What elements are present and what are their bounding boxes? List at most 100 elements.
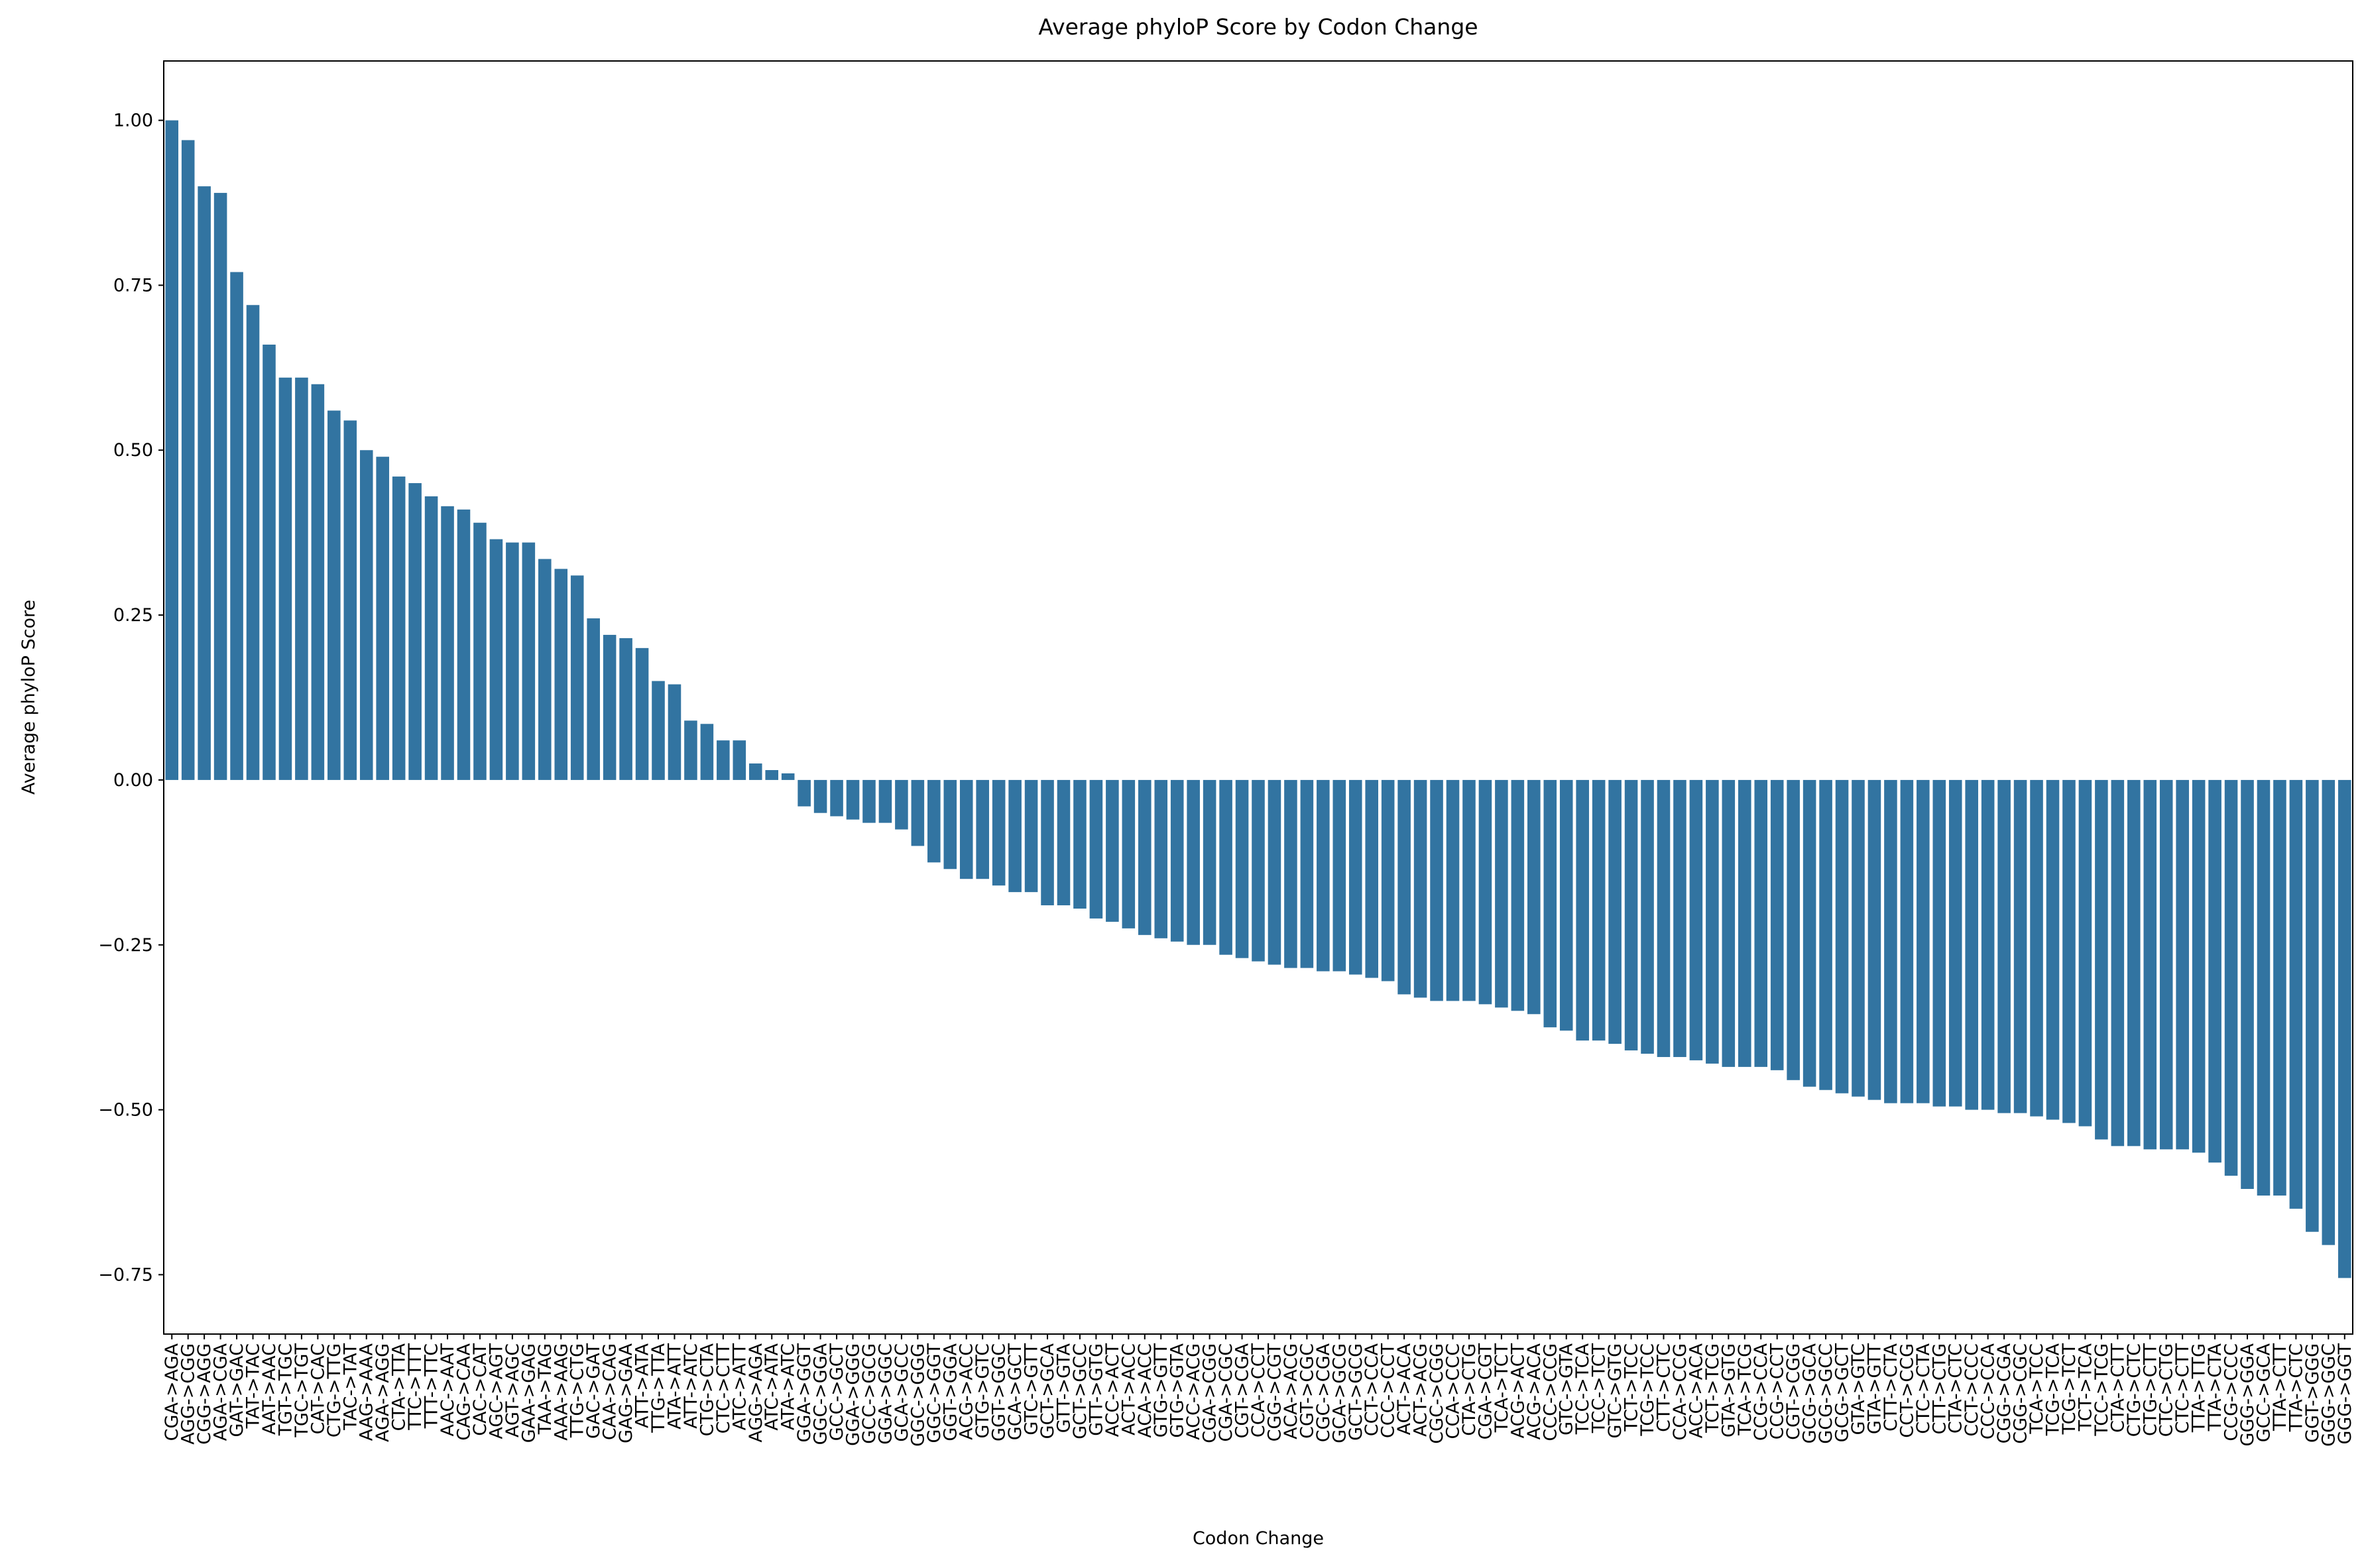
x-tick-label: ACG->ACC bbox=[957, 1343, 977, 1440]
bar bbox=[424, 496, 438, 780]
bar bbox=[165, 120, 179, 780]
bar bbox=[1965, 779, 1978, 1110]
bar bbox=[181, 140, 195, 780]
x-tick-label: CTG->CTA bbox=[697, 1343, 717, 1436]
x-tick-label: CGT->CGA bbox=[1232, 1343, 1253, 1438]
bar bbox=[1252, 779, 1265, 962]
x-tick-label: TCG->TCT bbox=[2059, 1343, 2080, 1435]
x-tick-label: TAC->TAT bbox=[340, 1343, 361, 1430]
x-tick-label: GTT->GTA bbox=[1053, 1343, 1074, 1433]
bar bbox=[1397, 779, 1411, 995]
bar bbox=[1219, 779, 1232, 955]
x-tick-label: TTA->CTA bbox=[2205, 1343, 2225, 1431]
x-tick-label: CCT->CCC bbox=[1962, 1343, 1982, 1437]
x-tick-label: TTA->TTG bbox=[2189, 1343, 2210, 1433]
x-tick-label: CCG->CCA bbox=[1751, 1343, 1771, 1441]
bar bbox=[765, 769, 779, 780]
x-tick-label: GCA->GCT bbox=[1005, 1343, 1026, 1441]
x-tick-label: AGG->CGG bbox=[178, 1343, 199, 1445]
bar bbox=[327, 410, 341, 780]
bar bbox=[1073, 779, 1087, 909]
bar bbox=[1608, 779, 1622, 1044]
x-tick-label: CCC->CCG bbox=[1540, 1343, 1561, 1441]
x-tick-label: GAA->GAG bbox=[518, 1343, 539, 1443]
x-tick-label: GCG->GCA bbox=[1800, 1343, 1820, 1443]
y-tick-label: 0.25 bbox=[113, 605, 153, 626]
x-tick-label: CCC->CCA bbox=[1978, 1343, 1999, 1439]
bar bbox=[2030, 779, 2043, 1117]
x-tick-label: CTA->CTT bbox=[2107, 1343, 2128, 1432]
x-tick-label: GCA->GCG bbox=[1329, 1343, 1350, 1443]
bar bbox=[992, 779, 1006, 886]
x-tick-label: CCA->CCG bbox=[1670, 1343, 1690, 1441]
x-tick-label: CCT->CCA bbox=[1362, 1343, 1382, 1436]
bar bbox=[408, 483, 422, 780]
x-tick-label: CTC->CTT bbox=[2172, 1343, 2193, 1434]
bar bbox=[1268, 779, 1281, 965]
x-tick-label: GCG->GCC bbox=[1816, 1343, 1836, 1444]
bar bbox=[198, 186, 211, 780]
y-tick-label: 0.75 bbox=[113, 275, 153, 296]
bar bbox=[522, 542, 536, 780]
bar bbox=[1852, 779, 1865, 1097]
x-tick-label: TCG->TCC bbox=[1637, 1343, 1658, 1437]
x-tick-label: AAA->AAG bbox=[551, 1343, 571, 1441]
bar bbox=[1754, 779, 1768, 1067]
x-tick-label: GGG->GGC bbox=[2318, 1343, 2339, 1447]
bar bbox=[635, 647, 649, 780]
x-tick-label: CGC->CGA bbox=[1313, 1343, 1334, 1442]
bar bbox=[1284, 779, 1297, 968]
y-tick-label: −0.75 bbox=[98, 1264, 153, 1285]
x-tick-label: CGG->CGC bbox=[2011, 1343, 2031, 1444]
x-tick-label: TTA->CTC bbox=[2286, 1343, 2306, 1432]
bar bbox=[700, 724, 714, 780]
bar bbox=[246, 305, 260, 780]
x-tick-label: TTT->TTC bbox=[422, 1343, 442, 1429]
x-tick-label: AAC->AAT bbox=[438, 1343, 458, 1437]
x-axis-label: Codon Change bbox=[1193, 1528, 1324, 1549]
bar bbox=[1057, 779, 1071, 906]
bar bbox=[1348, 779, 1362, 975]
bar bbox=[1787, 779, 1800, 1080]
y-tick-label: −0.25 bbox=[98, 935, 153, 956]
x-tick-label: GCT->GCC bbox=[1070, 1343, 1091, 1439]
bar bbox=[2289, 779, 2303, 1209]
bar bbox=[1041, 779, 1054, 906]
bar bbox=[1803, 779, 1816, 1087]
bar bbox=[1089, 779, 1103, 919]
x-tick-label: CGC->CGG bbox=[1427, 1343, 1447, 1444]
bar bbox=[2337, 779, 2351, 1278]
x-tick-label: GAG->GAA bbox=[616, 1343, 636, 1443]
bar bbox=[2322, 779, 2336, 1245]
bar bbox=[376, 457, 389, 780]
bar bbox=[1495, 779, 1508, 1008]
bar bbox=[2062, 779, 2076, 1123]
bar bbox=[538, 559, 552, 780]
x-tick-label: ATA->ATC bbox=[778, 1343, 799, 1430]
x-tick-label: GGT->GGC bbox=[989, 1343, 1010, 1441]
bar bbox=[1884, 779, 1897, 1103]
bar bbox=[927, 779, 941, 863]
x-tick-label: GGC->GGA bbox=[811, 1343, 831, 1445]
x-tick-label: TGT->TGC bbox=[275, 1343, 296, 1436]
bar bbox=[2192, 779, 2206, 1153]
bar bbox=[1948, 779, 1962, 1107]
bar bbox=[2159, 779, 2173, 1150]
x-tick-label: CCG->CCT bbox=[1767, 1343, 1788, 1440]
bar bbox=[2046, 779, 2060, 1120]
bar bbox=[1770, 779, 1784, 1070]
bar bbox=[1300, 779, 1314, 968]
bar bbox=[1981, 779, 1995, 1110]
bar bbox=[570, 575, 584, 780]
bar bbox=[2257, 779, 2271, 1196]
x-tick-label: CTG->TTG bbox=[324, 1343, 345, 1437]
x-tick-label: CAA->CAG bbox=[600, 1343, 621, 1440]
bar bbox=[2127, 779, 2141, 1147]
bar bbox=[2078, 779, 2092, 1127]
x-tick-label: TCC->TCA bbox=[1572, 1343, 1593, 1435]
bar bbox=[1478, 779, 1492, 1005]
bar bbox=[1446, 779, 1460, 1001]
bar bbox=[2241, 779, 2254, 1190]
x-tick-label: AGA->AGG bbox=[373, 1343, 393, 1442]
bar bbox=[1867, 779, 1881, 1100]
